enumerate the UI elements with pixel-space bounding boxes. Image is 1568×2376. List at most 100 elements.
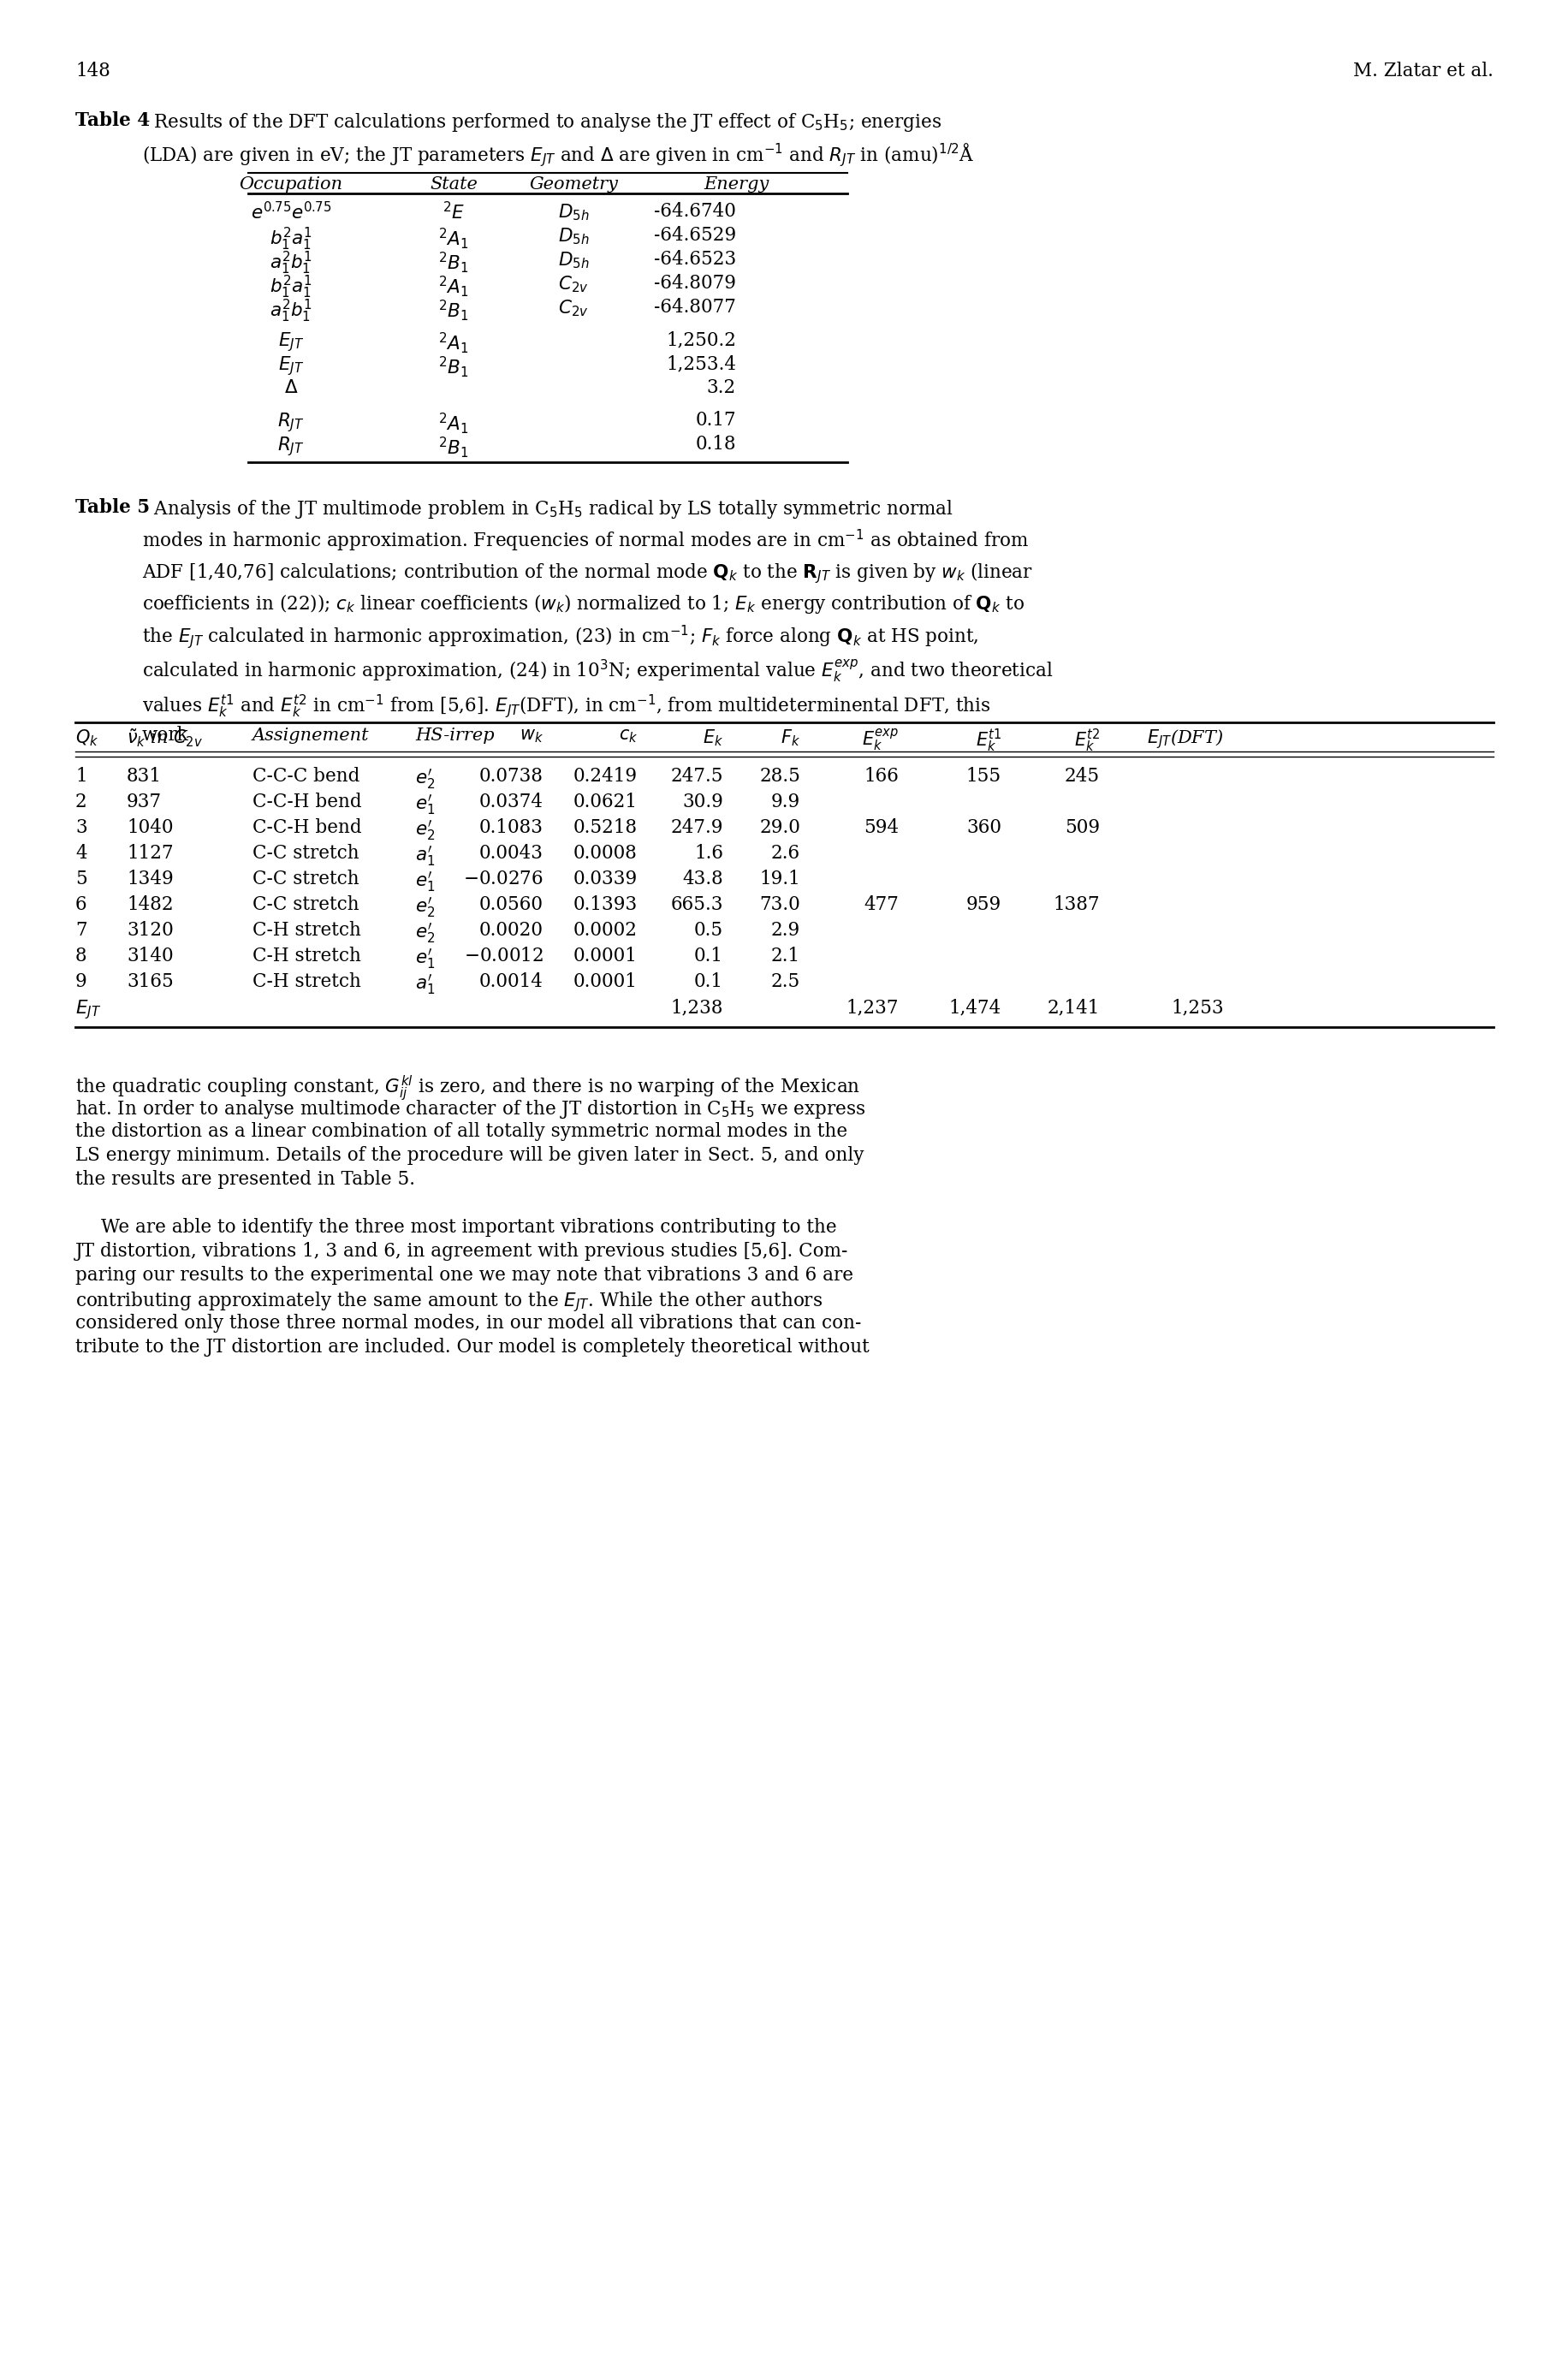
Text: 831: 831	[127, 767, 162, 786]
Text: 594: 594	[862, 817, 898, 836]
Text: 9.9: 9.9	[770, 794, 800, 810]
Text: Occupation: Occupation	[238, 176, 343, 192]
Text: 73.0: 73.0	[759, 896, 800, 915]
Text: Energy: Energy	[702, 176, 768, 192]
Text: $b_1^2a_1^1$: $b_1^2a_1^1$	[270, 273, 312, 302]
Text: C-H stretch: C-H stretch	[252, 972, 361, 991]
Text: C-C-H bend: C-C-H bend	[252, 794, 362, 810]
Text: contributing approximately the same amount to the $E_{JT}$. While the other auth: contributing approximately the same amou…	[75, 1290, 822, 1314]
Text: 1349: 1349	[127, 870, 174, 889]
Text: 1,237: 1,237	[845, 998, 898, 1017]
Text: Analysis of the JT multimode problem in C$_5$H$_5$ radical by LS totally symmetr: Analysis of the JT multimode problem in …	[143, 499, 1052, 744]
Text: 1,474: 1,474	[949, 998, 1000, 1017]
Text: $C_{2v}$: $C_{2v}$	[558, 297, 588, 318]
Text: $e_2'$: $e_2'$	[416, 767, 434, 791]
Text: $-$0.0276: $-$0.0276	[463, 870, 543, 889]
Text: 0.1083: 0.1083	[480, 817, 543, 836]
Text: LS energy minimum. Details of the procedure will be given later in Sect. 5, and : LS energy minimum. Details of the proced…	[75, 1145, 864, 1164]
Text: $E_{JT}$: $E_{JT}$	[75, 998, 100, 1022]
Text: 2.5: 2.5	[770, 972, 800, 991]
Text: $e_2'$: $e_2'$	[416, 922, 434, 946]
Text: 7: 7	[75, 922, 86, 941]
Text: 28.5: 28.5	[759, 767, 800, 786]
Text: 8: 8	[75, 946, 86, 965]
Text: 0.17: 0.17	[695, 411, 735, 430]
Text: $^2A_1$: $^2A_1$	[439, 330, 469, 354]
Text: 0.5218: 0.5218	[572, 817, 637, 836]
Text: 360: 360	[966, 817, 1000, 836]
Text: -64.8077: -64.8077	[654, 297, 735, 316]
Text: Table 5: Table 5	[75, 499, 151, 518]
Text: $^2A_1$: $^2A_1$	[439, 273, 469, 299]
Text: $^2B_1$: $^2B_1$	[439, 249, 469, 276]
Text: C-H stretch: C-H stretch	[252, 922, 361, 941]
Text: -64.6529: -64.6529	[654, 226, 735, 245]
Text: $\Delta$: $\Delta$	[284, 378, 298, 397]
Text: C-C stretch: C-C stretch	[252, 870, 359, 889]
Text: Table 4: Table 4	[75, 112, 151, 131]
Text: $Q_k$: $Q_k$	[75, 727, 99, 748]
Text: 0.0001: 0.0001	[574, 972, 637, 991]
Text: $D_{5h}$: $D_{5h}$	[558, 202, 590, 223]
Text: 4: 4	[75, 843, 86, 862]
Text: Results of the DFT calculations performed to analyse the JT effect of C$_5$H$_5$: Results of the DFT calculations performe…	[143, 112, 974, 169]
Text: 3120: 3120	[127, 922, 174, 941]
Text: $D_{5h}$: $D_{5h}$	[558, 249, 590, 271]
Text: $^2B_1$: $^2B_1$	[439, 435, 469, 459]
Text: tribute to the JT distortion are included. Our model is completely theoretical w: tribute to the JT distortion are include…	[75, 1338, 869, 1357]
Text: 148: 148	[75, 62, 110, 81]
Text: 1,238: 1,238	[670, 998, 723, 1017]
Text: $R_{JT}$: $R_{JT}$	[278, 435, 304, 459]
Text: the quadratic coupling constant, $G_{ij}^{kl}$ is zero, and there is no warping : the quadratic coupling constant, $G_{ij}…	[75, 1074, 859, 1102]
Text: $^2A_1$: $^2A_1$	[439, 226, 469, 249]
Text: 959: 959	[966, 896, 1000, 915]
Text: $E_{JT}$: $E_{JT}$	[278, 354, 304, 378]
Text: $\tilde{\nu}_k$ in $C_{2v}$: $\tilde{\nu}_k$ in $C_{2v}$	[127, 727, 202, 748]
Text: 1.6: 1.6	[693, 843, 723, 862]
Text: 245: 245	[1065, 767, 1099, 786]
Text: C-C stretch: C-C stretch	[252, 843, 359, 862]
Text: JT distortion, vibrations 1, 3 and 6, in agreement with previous studies [5,6]. : JT distortion, vibrations 1, 3 and 6, in…	[75, 1243, 848, 1262]
Text: C-H stretch: C-H stretch	[252, 946, 361, 965]
Text: $D_{5h}$: $D_{5h}$	[558, 226, 590, 247]
Text: 0.1: 0.1	[693, 972, 723, 991]
Text: -64.8079: -64.8079	[654, 273, 735, 292]
Text: $E_{JT}$(DFT): $E_{JT}$(DFT)	[1146, 727, 1223, 751]
Text: 0.0002: 0.0002	[574, 922, 637, 941]
Text: 0.2419: 0.2419	[572, 767, 637, 786]
Text: C-C-C bend: C-C-C bend	[252, 767, 359, 786]
Text: $a_1'$: $a_1'$	[416, 843, 434, 867]
Text: paring our results to the experimental one we may note that vibrations 3 and 6 a: paring our results to the experimental o…	[75, 1266, 853, 1285]
Text: $E_k^{t2}$: $E_k^{t2}$	[1073, 727, 1099, 753]
Text: M. Zlatar et al.: M. Zlatar et al.	[1353, 62, 1493, 81]
Text: $-$0.0012: $-$0.0012	[464, 946, 543, 965]
Text: 0.0014: 0.0014	[480, 972, 543, 991]
Text: 3: 3	[75, 817, 88, 836]
Text: 1482: 1482	[127, 896, 174, 915]
Text: hat. In order to analyse multimode character of the JT distortion in C$_5$H$_5$ : hat. In order to analyse multimode chara…	[75, 1098, 866, 1121]
Text: $F_k$: $F_k$	[781, 727, 800, 748]
Text: $a_1'$: $a_1'$	[416, 972, 434, 996]
Text: 0.1393: 0.1393	[572, 896, 637, 915]
Text: 1,250.2: 1,250.2	[665, 330, 735, 349]
Text: We are able to identify the three most important vibrations contributing to the: We are able to identify the three most i…	[100, 1219, 836, 1238]
Text: $e^{0.75}e^{0.75}$: $e^{0.75}e^{0.75}$	[251, 202, 331, 223]
Text: 477: 477	[864, 896, 898, 915]
Text: 937: 937	[127, 794, 162, 810]
Text: 0.18: 0.18	[695, 435, 735, 454]
Text: Geometry: Geometry	[528, 176, 618, 192]
Text: 0.0374: 0.0374	[480, 794, 543, 810]
Text: 30.9: 30.9	[682, 794, 723, 810]
Text: $e_1'$: $e_1'$	[416, 946, 434, 969]
Text: 2,141: 2,141	[1047, 998, 1099, 1017]
Text: -64.6740: -64.6740	[654, 202, 735, 221]
Text: 0.0043: 0.0043	[480, 843, 543, 862]
Text: $R_{JT}$: $R_{JT}$	[278, 411, 304, 435]
Text: 247.9: 247.9	[670, 817, 723, 836]
Text: 0.0560: 0.0560	[480, 896, 543, 915]
Text: 6: 6	[75, 896, 86, 915]
Text: 155: 155	[966, 767, 1000, 786]
Text: $a_1^2b_1^1$: $a_1^2b_1^1$	[270, 249, 312, 276]
Text: 1,253.4: 1,253.4	[665, 354, 735, 373]
Text: 0.0621: 0.0621	[574, 794, 637, 810]
